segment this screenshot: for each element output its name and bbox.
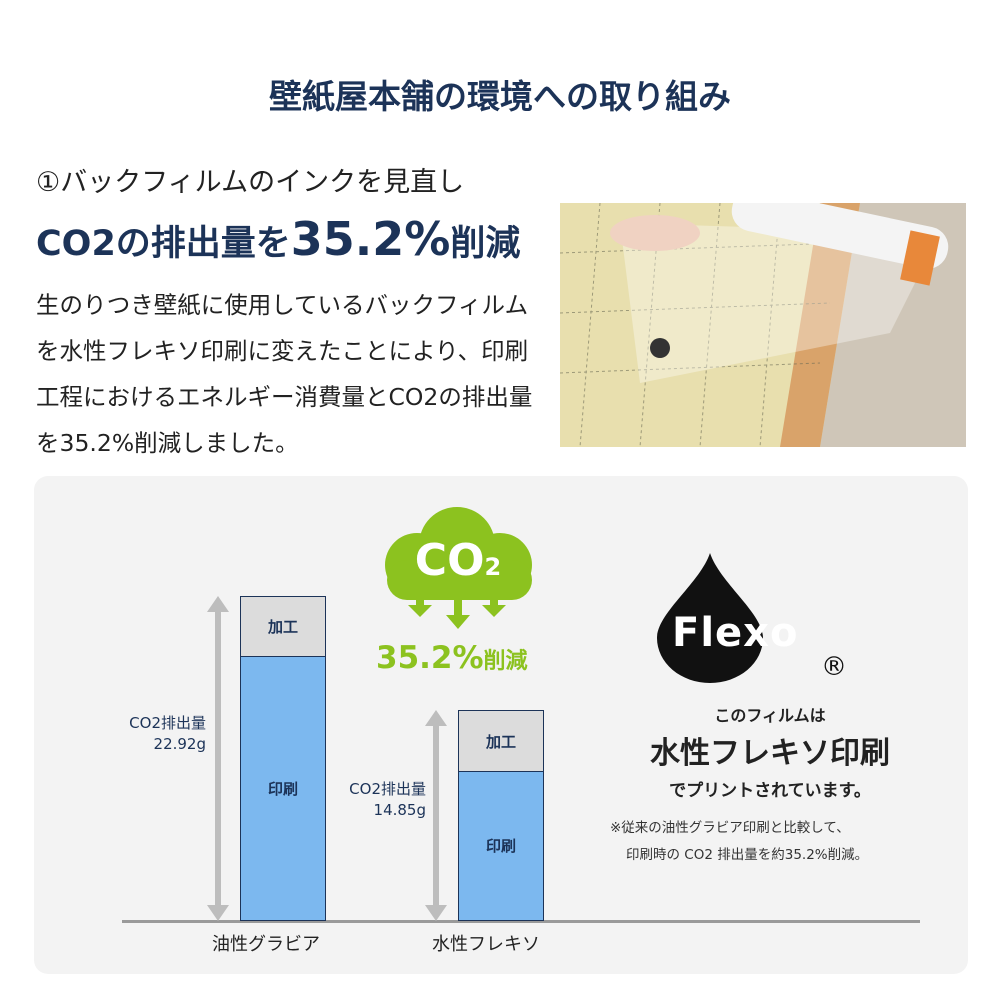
total-arrow [215, 610, 221, 907]
category-label: 水性フレキソ [432, 934, 540, 955]
total-label: CO2排出量 [129, 713, 206, 732]
bar-segment-label: 加工 [485, 732, 516, 751]
bar-segment: 加工 [240, 596, 326, 657]
flexo-line3: でプリントされています。 [669, 781, 871, 801]
total-value: 14.85g [373, 800, 426, 819]
flexo-drop-icon [655, 553, 765, 687]
bar-segment: 印刷 [240, 655, 326, 921]
baseline [122, 920, 920, 923]
headline: CO2の排出量を35.2%削減 [36, 212, 520, 266]
reduction-label: 35.2%削減 [376, 640, 528, 676]
co2-cloud-icon: CO2 [372, 505, 544, 635]
bar-segment-label: 印刷 [267, 779, 298, 798]
bar-segment: 加工 [458, 710, 544, 772]
product-photo [560, 203, 966, 447]
cloud-label: CO [414, 535, 485, 586]
flexo-line1: このフィルムは [714, 706, 826, 725]
total-arrow [433, 724, 439, 907]
headline-prefix: CO2の排出量を [36, 224, 291, 264]
total-label: CO2排出量 14.85g [326, 779, 426, 821]
arrow-head-up [425, 710, 447, 727]
flexo-logo-text: Flexo [672, 610, 799, 656]
reduction-value: 35.2% [376, 640, 484, 676]
category-label: 油性グラビア [212, 934, 320, 955]
headline-value: 35.2% [290, 212, 451, 266]
total-label: CO2排出量 22.92g [106, 713, 206, 755]
flexo-line2: 水性フレキソ印刷 [650, 736, 890, 771]
arrow-head-up [207, 596, 229, 612]
headline-suffix: 削減 [450, 224, 521, 264]
page-title: 壁紙屋本舗の環境への取り組み [269, 77, 731, 116]
body-text: 生のりつき壁紙に使用しているバックフィルムを水性フレキソ印刷に変えたことにより、… [36, 291, 533, 457]
cloud-subscript: 2 [484, 553, 502, 581]
registered-mark: ® [821, 652, 847, 682]
bar-segment-label: 印刷 [485, 837, 516, 856]
arrow-head-down [425, 905, 447, 921]
total-value: 22.92g [153, 734, 206, 753]
bar-segment-label: 加工 [267, 617, 298, 636]
total-label: CO2排出量 [349, 779, 426, 798]
reduction-suffix: 削減 [483, 649, 528, 674]
flexo-note1: ※従来の油性グラビア印刷と比較して、 [610, 820, 850, 836]
flexo-note2: 印刷時の CO2 排出量を約35.2%削減。 [626, 847, 869, 863]
bar-segment: 印刷 [458, 770, 544, 921]
arrow-head-down [207, 905, 229, 921]
flexo-logo: Flexo [672, 610, 798, 656]
section-subtitle: ①バックフィルムのインクを見直し [36, 167, 465, 198]
